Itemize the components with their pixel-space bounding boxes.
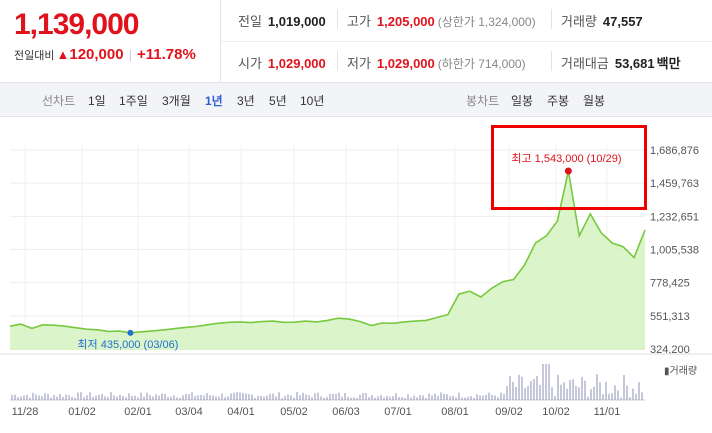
x-tick-label: 01/02 (68, 406, 96, 418)
chart-period-tabs: 선차트 1일 1주일 3개월 1년 3년 5년 10년 봉차트 일봉 주봉 월봉 (0, 83, 712, 117)
change-label: 전일대비 (14, 50, 55, 62)
day-low: 저가 1,029,000 (하한가 714,000) (347, 56, 526, 71)
min-label: 최저 435,000 (03/06) (77, 338, 178, 351)
volume: 거래량 47,557 (561, 14, 643, 29)
day-high: 고가 1,205,000 (상한가 1,324,000) (347, 14, 536, 29)
y-tick-label: 324,200 (650, 344, 690, 356)
tab-daily[interactable]: 일봉 (511, 94, 534, 108)
x-tick-label: 03/04 (175, 406, 203, 418)
tab-1w[interactable]: 1주일 (119, 94, 148, 108)
tab-monthly[interactable]: 월봉 (583, 94, 606, 108)
change-value: 120,000 (69, 46, 124, 63)
y-tick-label: 1,005,538 (650, 245, 699, 257)
price-change: 전일대비 ▲120,000 | +11.78% (14, 46, 196, 63)
candle-chart-label: 봉차트 (466, 94, 500, 108)
max-marker (564, 167, 572, 175)
price-line (9, 170, 646, 334)
x-tick-label: 11/28 (12, 406, 39, 418)
up-triangle-icon: ▲ (56, 47, 70, 62)
price-chart: 1,686,876 1,459,763 1,232,651 1,005,538 778,… (0, 145, 712, 418)
tab-3m[interactable]: 3개월 (162, 94, 191, 108)
price-area (10, 171, 645, 350)
y-tick-label: 551,313 (650, 311, 690, 323)
x-tick-label: 07/01 (384, 406, 412, 418)
y-tick-label: 1,232,651 (650, 211, 699, 223)
tab-1y[interactable]: 1년 (205, 94, 223, 108)
tab-5y[interactable]: 5년 (269, 94, 287, 108)
x-tick-label: 10/02 (542, 406, 570, 418)
change-percent: +11.78% (136, 46, 196, 63)
y-tick-label: 778,425 (650, 278, 690, 290)
open-price: 시가 1,029,000 (238, 56, 326, 71)
tab-1d[interactable]: 1일 (88, 94, 106, 108)
quote-info: 전일 1,019,000 고가 1,205,000 (상한가 1,324,000) 거… (221, 0, 712, 82)
stock-summary-header: 1,139,000 전일대비 ▲120,000 | +11.78% 전일 1,019,0… (0, 0, 712, 83)
max-label: 최고 1,543,000 (10/29) (511, 152, 621, 165)
y-tick-label: 1,459,763 (650, 178, 699, 190)
volume-legend: ▮거래량 (664, 365, 697, 377)
x-tick-label: 04/01 (227, 406, 255, 418)
prev-close: 전일 1,019,000 (238, 14, 326, 29)
trade-value: 거래대금 53,681 백만 (561, 56, 681, 71)
x-tick-label: 11/01 (594, 406, 621, 418)
x-tick-label: 09/02 (495, 406, 523, 418)
min-marker (127, 329, 134, 336)
y-tick-label: 1,686,876 (650, 145, 699, 157)
current-price: 1,139,000 (14, 8, 139, 41)
x-tick-label: 08/01 (441, 406, 469, 418)
x-tick-label: 05/02 (280, 406, 308, 418)
x-tick-label: 06/03 (332, 406, 360, 418)
tab-weekly[interactable]: 주봉 (547, 94, 570, 108)
highlight-box (491, 125, 647, 210)
price-box: 1,139,000 전일대비 ▲120,000 | +11.78% (0, 0, 221, 82)
tab-3y[interactable]: 3년 (237, 94, 255, 108)
x-tick-label: 02/01 (124, 406, 152, 418)
tab-10y[interactable]: 10년 (300, 94, 325, 108)
line-chart-label: 선차트 (42, 94, 76, 108)
